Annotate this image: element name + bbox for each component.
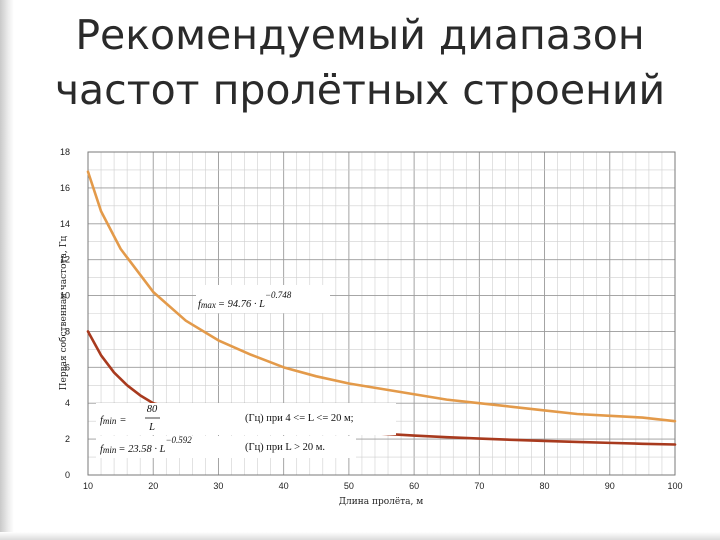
y-tick-label: 8 bbox=[65, 326, 70, 336]
x-tick-label: 20 bbox=[148, 481, 158, 491]
x-tick-label: 90 bbox=[605, 481, 615, 491]
fmax-lhs: f bbox=[198, 299, 203, 310]
fmin2-rhs: = 23.58 · L bbox=[118, 444, 165, 455]
fmin1-lhs: f bbox=[100, 415, 105, 426]
fmin1-eq: = bbox=[119, 415, 126, 426]
fmax-rhs: = 94.76 · L bbox=[218, 299, 265, 310]
fmin2-formula-text: fmin = 23.58 · L−0.592 bbox=[100, 435, 192, 455]
slide-frame-left bbox=[0, 0, 14, 540]
x-tick-label: 40 bbox=[279, 481, 289, 491]
fmin2-sub: min bbox=[103, 445, 117, 455]
fmax-formula: fmax = 94.76 · L−0.748 bbox=[196, 285, 330, 313]
y-tick-label: 18 bbox=[60, 147, 70, 157]
y-tick-label: 4 bbox=[65, 398, 70, 408]
fmax-sub: max bbox=[201, 300, 216, 310]
fmin1-formula: fmin = 80 L (Гц) при 4 <= L <= 20 м; bbox=[96, 403, 396, 435]
y-tick-label: 14 bbox=[60, 219, 70, 229]
fmax-formula-text: fmax = 94.76 · L−0.748 bbox=[198, 290, 292, 310]
fmin1-formula-text: fmin = bbox=[100, 415, 127, 426]
x-tick-label: 50 bbox=[344, 481, 354, 491]
slide-title-line-1: Рекомендуемый диапазон bbox=[75, 11, 645, 59]
slide-title-line-2: частот пролётных строений bbox=[54, 66, 666, 114]
fmin2-exp: −0.592 bbox=[165, 435, 192, 445]
fmin2-formula-bg bbox=[96, 436, 356, 458]
fmax-formula-bg bbox=[196, 285, 330, 313]
fmin2-note: (Гц) при L > 20 м. bbox=[245, 442, 325, 453]
fmin2-lhs: f bbox=[100, 444, 105, 455]
x-tick-label: 70 bbox=[474, 481, 484, 491]
plot-border bbox=[87, 151, 676, 476]
x-axis-title: Длина пролёта, м bbox=[339, 497, 424, 507]
series-line-fmax bbox=[86, 170, 677, 423]
x-tick-label: 60 bbox=[409, 481, 419, 491]
y-tick-label: 16 bbox=[60, 183, 70, 193]
y-tick-label: 10 bbox=[60, 291, 70, 301]
fmin1-formula-bg bbox=[96, 403, 396, 435]
slide-title: Рекомендуемый диапазон частот пролётных … bbox=[20, 8, 700, 118]
fmin1-denominator: L bbox=[148, 422, 155, 433]
fmin1-note: (Гц) при 4 <= L <= 20 м; bbox=[245, 413, 354, 424]
y-tick-label: 12 bbox=[60, 255, 70, 265]
x-tick-label: 10 bbox=[83, 481, 93, 491]
fmin1-sub: min bbox=[103, 416, 117, 426]
x-tick-label: 80 bbox=[540, 481, 550, 491]
x-tick-label: 30 bbox=[213, 481, 223, 491]
chart-tick-labels: 10 20 30 40 50 60 70 80 90 100 0 2 4 6 8 10 12 14 16 18 bbox=[60, 147, 683, 491]
fmin2-formula: fmin = 23.58 · L−0.592 (Гц) при L > 20 м. bbox=[96, 435, 356, 458]
y-tick-label: 0 bbox=[65, 470, 70, 480]
fmin1-numerator: 80 bbox=[147, 404, 158, 415]
y-axis-title: Первая собственная частота, Гц bbox=[58, 235, 69, 390]
y-tick-label: 2 bbox=[65, 434, 70, 444]
x-tick-label: 100 bbox=[667, 481, 682, 491]
y-tick-label: 6 bbox=[65, 362, 70, 372]
slide-frame-bottom bbox=[0, 532, 720, 540]
fmax-exp: −0.748 bbox=[265, 290, 292, 300]
